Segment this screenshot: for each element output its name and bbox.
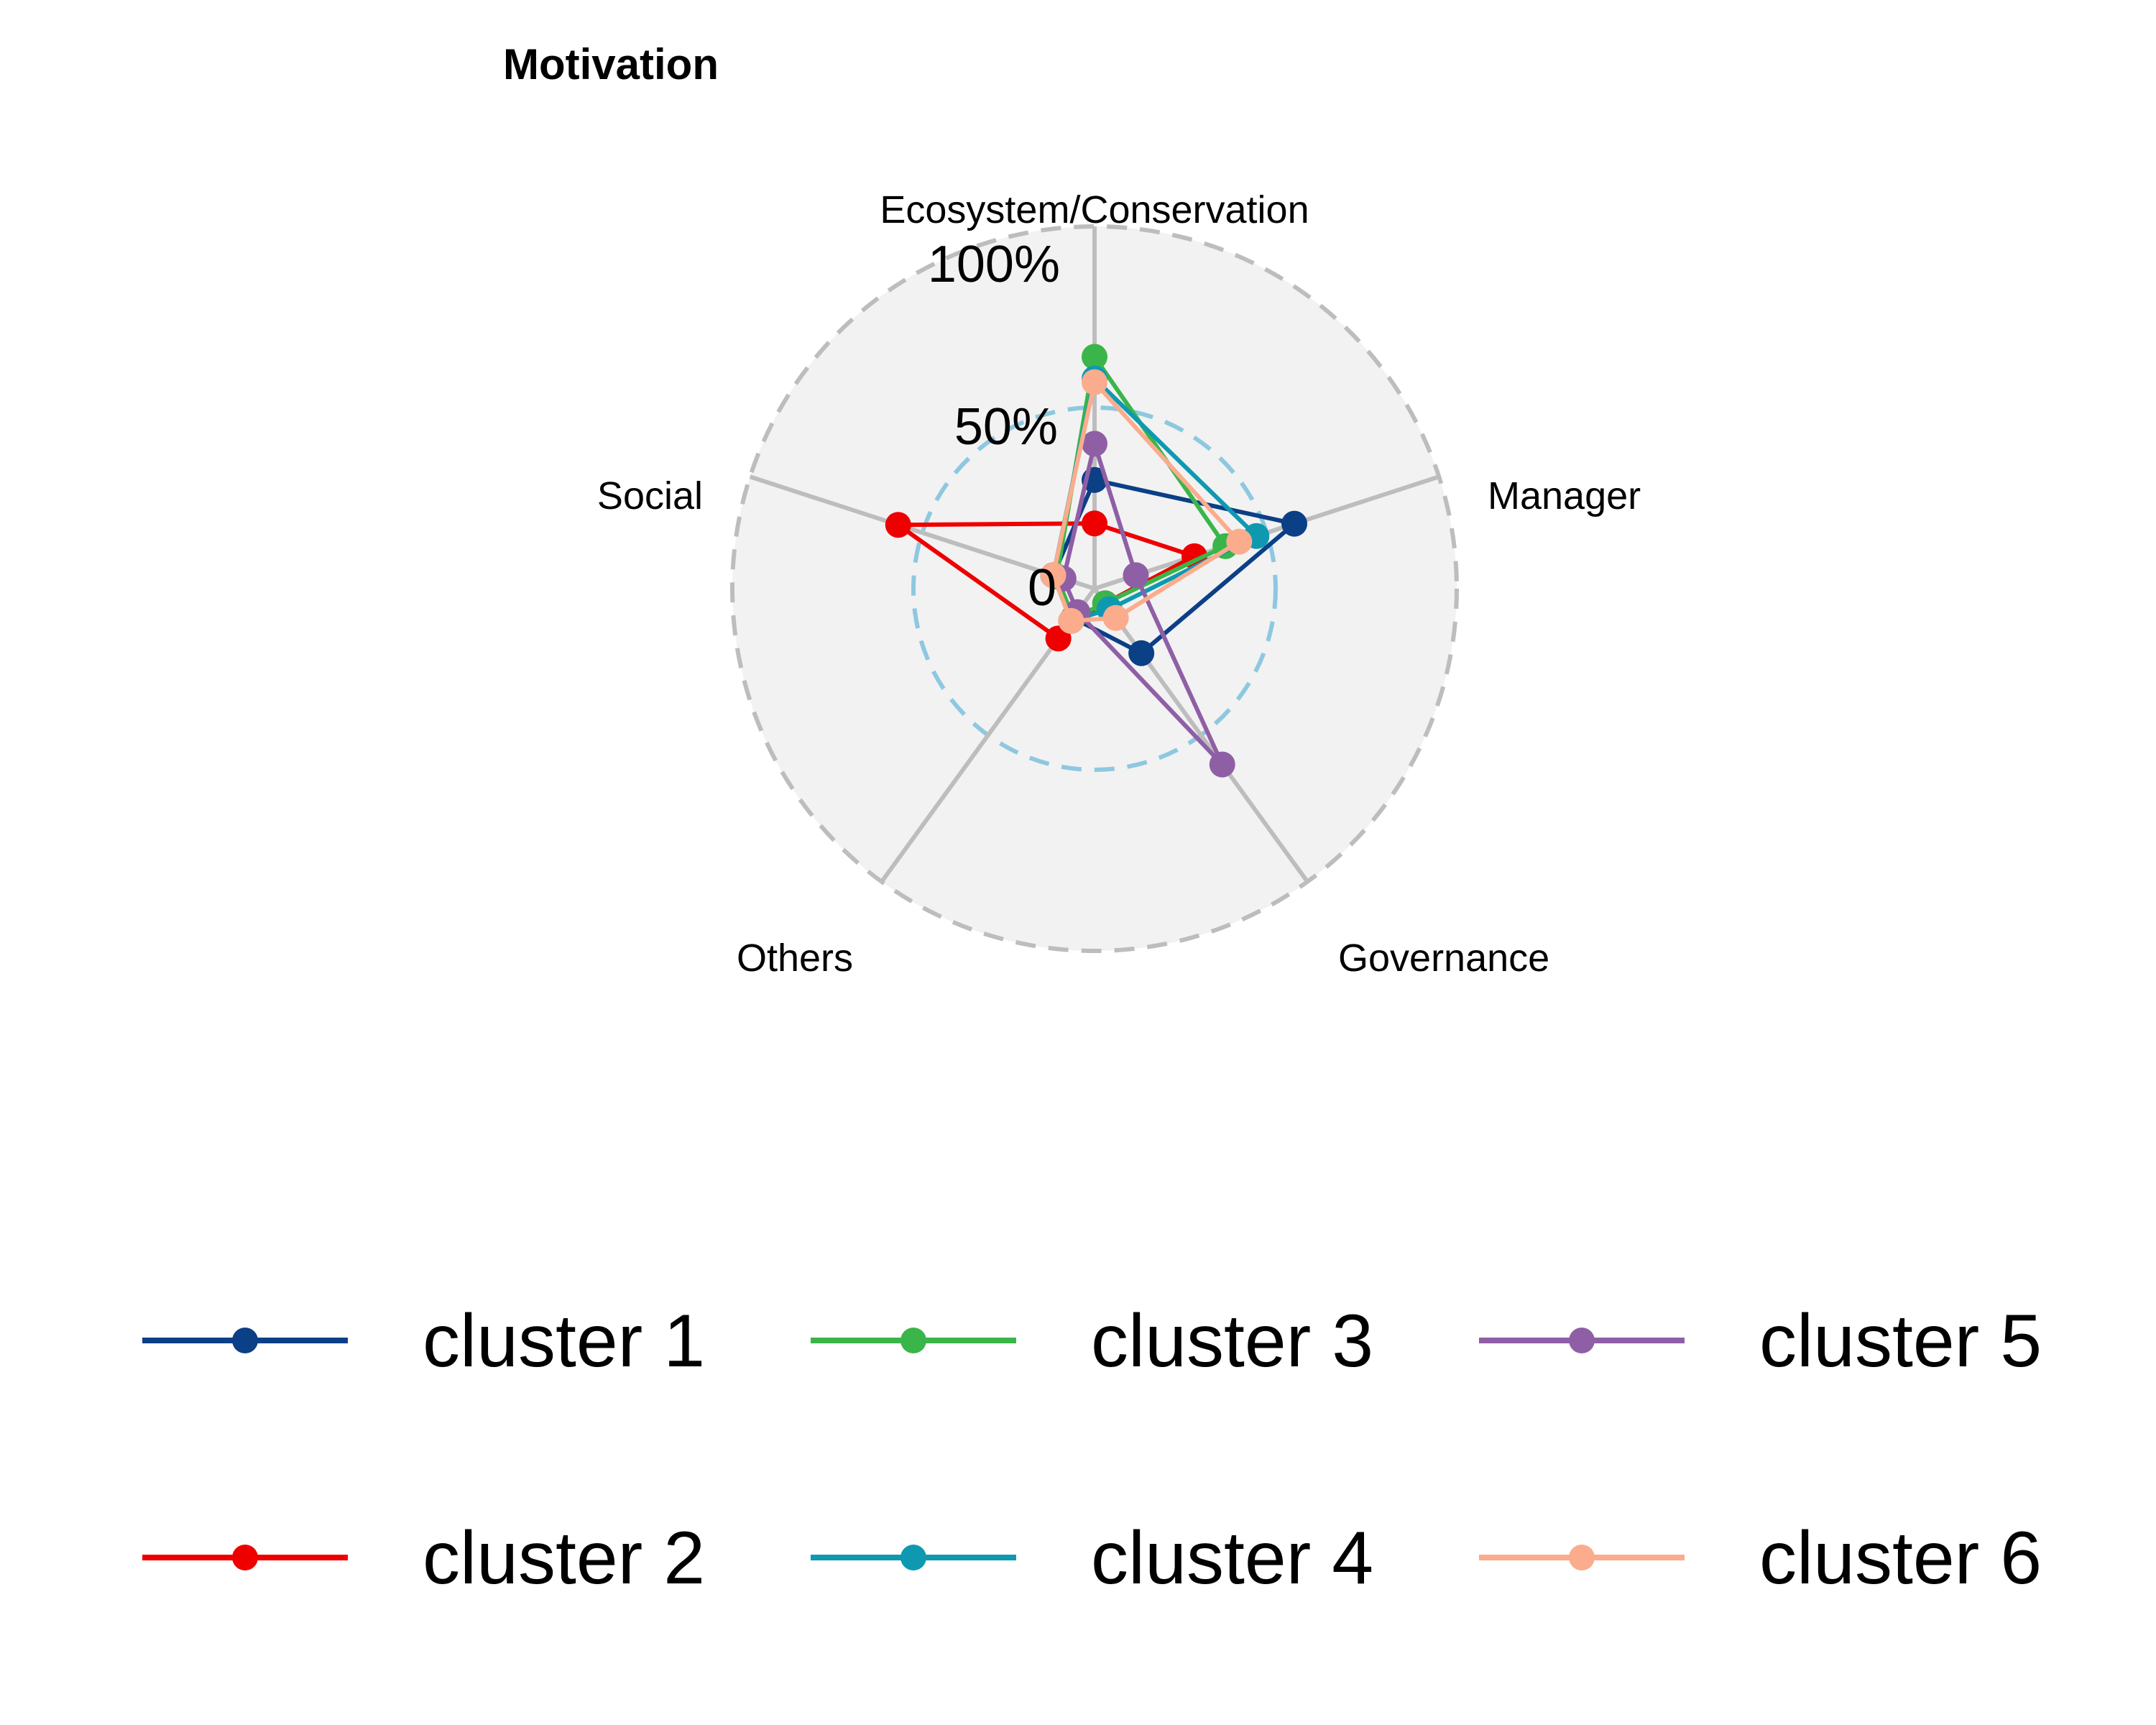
legend-item-1: cluster 1: [142, 1300, 705, 1383]
spoke-2: [1092, 587, 1309, 883]
radar-grid: [730, 224, 1459, 953]
point-s6-a4: [1040, 562, 1067, 589]
axis-label-others: Others: [737, 937, 853, 980]
point-s1-a1: [1281, 510, 1308, 537]
legend-label-6: cluster 6: [1759, 1517, 2042, 1600]
legend-item-4: cluster 4: [811, 1517, 1373, 1600]
point-s6-a1: [1226, 528, 1253, 555]
tick-label-100: 100%: [928, 236, 1060, 293]
axis-label-governance: Governance: [1338, 937, 1549, 980]
axis-label-social: Social: [597, 474, 703, 518]
legend-label-1: cluster 1: [423, 1300, 705, 1383]
point-s2-a4: [885, 512, 911, 538]
point-s5-a2: [1209, 751, 1235, 778]
legend-label-5: cluster 5: [1759, 1300, 2042, 1383]
point-s5-a1: [1123, 562, 1149, 589]
radar-series-group: [885, 344, 1308, 778]
grid-circle-50: [911, 405, 1278, 772]
legend-marker-3: [900, 1328, 926, 1353]
series-line-6: [1051, 380, 1242, 623]
tick-label-50: 50%: [954, 398, 1058, 456]
tick-label-0: 0: [1028, 559, 1056, 617]
legend-marker-2: [232, 1545, 258, 1570]
series-line-5: [1061, 441, 1225, 767]
legend-label-2: cluster 2: [423, 1517, 705, 1600]
legend-label-4: cluster 4: [1091, 1517, 1373, 1600]
axis-label-ecosystem-conservation: Ecosystem/Conservation: [880, 188, 1309, 231]
legend-marker-1: [232, 1328, 258, 1353]
legend-label-3: cluster 3: [1091, 1300, 1373, 1383]
legend-marker-6: [1569, 1545, 1595, 1570]
grid-circle-100: [730, 224, 1459, 953]
chart-title: Motivation: [503, 40, 719, 88]
point-s5-a0: [1082, 431, 1107, 457]
legend: cluster 1 cluster 2 cluster 3 cluster 4 clus…: [142, 1300, 2042, 1600]
legend-item-3: cluster 3: [811, 1300, 1373, 1383]
legend-marker-5: [1569, 1328, 1595, 1353]
series-6: [1040, 369, 1253, 634]
point-s1-a2: [1128, 640, 1155, 666]
point-s6-a0: [1082, 369, 1107, 395]
axis-label-manager: Manager: [1488, 474, 1641, 518]
point-s3-a0: [1082, 344, 1107, 370]
legend-item-5: cluster 5: [1479, 1300, 2042, 1383]
point-s6-a2: [1102, 604, 1129, 631]
legend-item-6: cluster 6: [1479, 1517, 2042, 1600]
point-s2-a0: [1082, 510, 1107, 537]
spoke-4: [749, 474, 1095, 591]
legend-marker-4: [900, 1545, 926, 1570]
legend-item-2: cluster 2: [142, 1517, 705, 1600]
point-s6-a3: [1058, 607, 1084, 634]
